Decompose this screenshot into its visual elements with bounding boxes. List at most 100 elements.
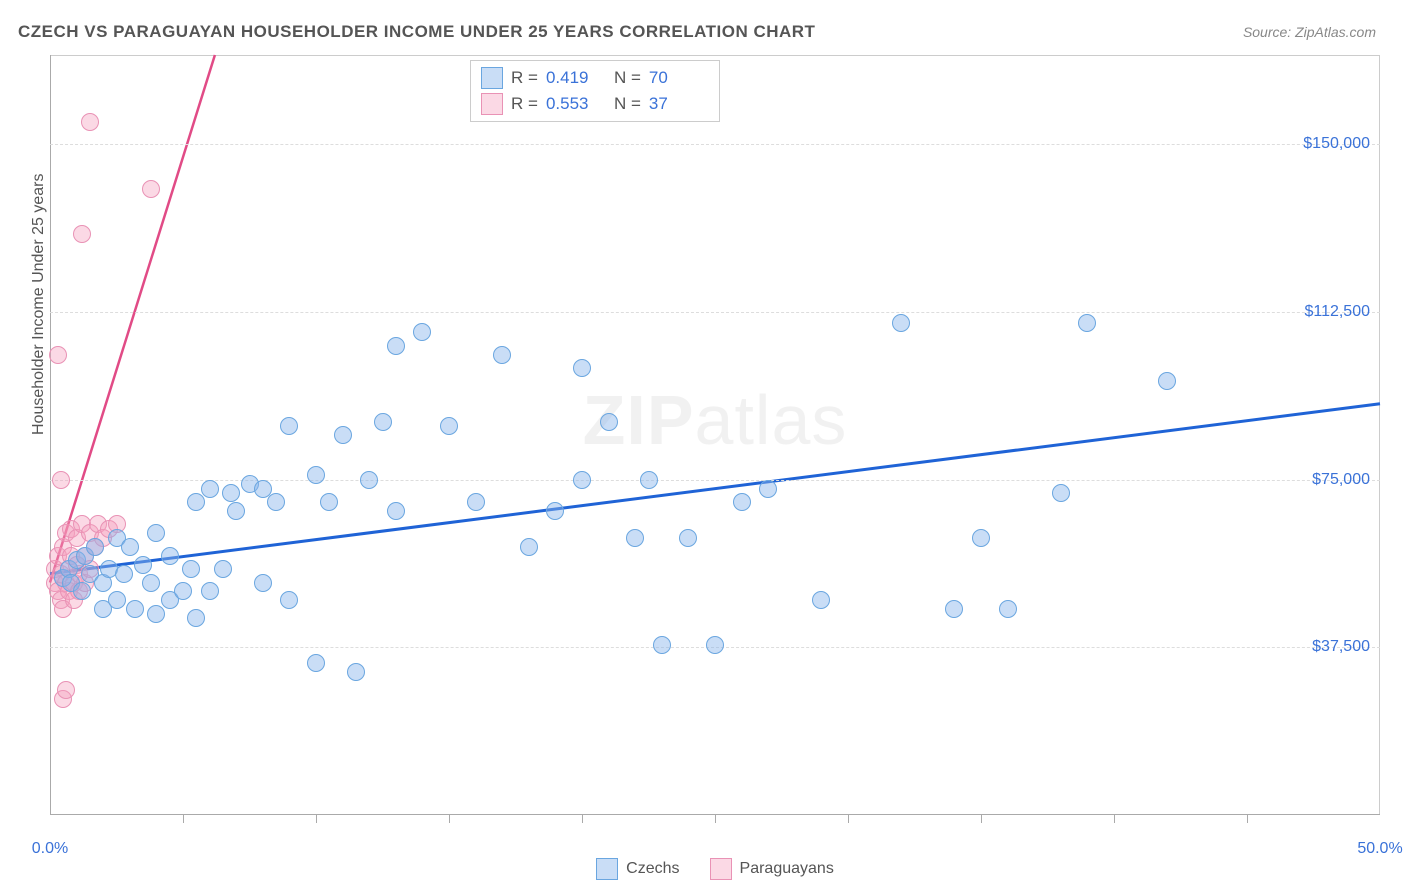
data-point-czech — [161, 547, 179, 565]
legend-label-paraguayans: Paraguayans — [740, 860, 834, 878]
xtick-mark — [582, 815, 583, 823]
data-point-paraguayan — [57, 681, 75, 699]
ytick-label: $150,000 — [1303, 135, 1370, 153]
data-point-czech — [267, 493, 285, 511]
watermark: ZIPatlas — [583, 380, 848, 460]
data-point-czech — [307, 466, 325, 484]
data-point-czech — [467, 493, 485, 511]
data-point-czech — [945, 600, 963, 618]
xtick-mark — [183, 815, 184, 823]
data-point-czech — [733, 493, 751, 511]
data-point-czech — [187, 493, 205, 511]
stat-row-paraguayans: R = 0.553 N = 37 — [481, 91, 709, 117]
swatch-pink-icon — [481, 93, 503, 115]
plot-area: ZIPatlas R = 0.419 N = 70 R = 0.553 N = … — [50, 55, 1380, 815]
data-point-czech — [73, 582, 91, 600]
data-point-czech — [280, 417, 298, 435]
xtick-mark — [981, 815, 982, 823]
data-point-czech — [520, 538, 538, 556]
xtick-mark — [1114, 815, 1115, 823]
swatch-pink-icon — [710, 858, 732, 880]
data-point-czech — [307, 654, 325, 672]
bottom-legend: Czechs Paraguayans — [50, 858, 1380, 880]
xtick-mark — [1247, 815, 1248, 823]
data-point-paraguayan — [49, 346, 67, 364]
data-point-czech — [1052, 484, 1070, 502]
swatch-blue-icon — [481, 67, 503, 89]
data-point-czech — [134, 556, 152, 574]
data-point-czech — [86, 538, 104, 556]
xtick-mark — [848, 815, 849, 823]
xtick-mark — [715, 815, 716, 823]
data-point-czech — [573, 359, 591, 377]
xtick-mark — [316, 815, 317, 823]
gridline-h — [50, 144, 1380, 145]
legend-item-czechs: Czechs — [596, 858, 679, 880]
data-point-paraguayan — [52, 471, 70, 489]
data-point-czech — [1158, 372, 1176, 390]
xtick-label: 0.0% — [32, 840, 68, 858]
data-point-czech — [182, 560, 200, 578]
data-point-czech — [334, 426, 352, 444]
data-point-czech — [600, 413, 618, 431]
data-point-czech — [374, 413, 392, 431]
data-point-czech — [320, 493, 338, 511]
data-point-czech — [201, 480, 219, 498]
data-point-czech — [679, 529, 697, 547]
data-point-czech — [706, 636, 724, 654]
y-axis-line — [50, 55, 51, 815]
data-point-czech — [174, 582, 192, 600]
data-point-czech — [214, 560, 232, 578]
data-point-czech — [121, 538, 139, 556]
chart-title: CZECH VS PARAGUAYAN HOUSEHOLDER INCOME U… — [18, 22, 815, 42]
data-point-czech — [254, 574, 272, 592]
data-point-czech — [126, 600, 144, 618]
stat-row-czechs: R = 0.419 N = 70 — [481, 65, 709, 91]
legend-label-czechs: Czechs — [626, 860, 679, 878]
legend-item-paraguayans: Paraguayans — [710, 858, 834, 880]
ytick-label: $112,500 — [1304, 303, 1370, 321]
ytick-label: $75,000 — [1312, 471, 1370, 489]
data-point-czech — [347, 663, 365, 681]
data-point-czech — [812, 591, 830, 609]
data-point-czech — [640, 471, 658, 489]
data-point-czech — [653, 636, 671, 654]
data-point-paraguayan — [142, 180, 160, 198]
trend-lines-layer — [50, 55, 1380, 815]
data-point-czech — [440, 417, 458, 435]
data-point-czech — [222, 484, 240, 502]
n-value-paraguayans: 37 — [649, 94, 709, 114]
data-point-paraguayan — [81, 113, 99, 131]
data-point-czech — [972, 529, 990, 547]
data-point-czech — [187, 609, 205, 627]
y-axis-label: Householder Income Under 25 years — [30, 174, 48, 435]
data-point-czech — [759, 480, 777, 498]
data-point-czech — [142, 574, 160, 592]
swatch-blue-icon — [596, 858, 618, 880]
data-point-czech — [573, 471, 591, 489]
data-point-czech — [147, 605, 165, 623]
r-value-czechs: 0.419 — [546, 68, 606, 88]
data-point-czech — [413, 323, 431, 341]
data-point-czech — [201, 582, 219, 600]
data-point-czech — [115, 565, 133, 583]
data-point-czech — [493, 346, 511, 364]
xtick-label: 50.0% — [1357, 840, 1402, 858]
ytick-label: $37,500 — [1312, 638, 1370, 656]
data-point-czech — [147, 524, 165, 542]
data-point-paraguayan — [73, 225, 91, 243]
data-point-czech — [387, 502, 405, 520]
r-value-paraguayans: 0.553 — [546, 94, 606, 114]
data-point-czech — [280, 591, 298, 609]
xtick-mark — [449, 815, 450, 823]
correlation-stats-box: R = 0.419 N = 70 R = 0.553 N = 37 — [470, 60, 720, 122]
data-point-czech — [999, 600, 1017, 618]
n-value-czechs: 70 — [649, 68, 709, 88]
data-point-czech — [626, 529, 644, 547]
source-attribution: Source: ZipAtlas.com — [1243, 24, 1376, 40]
data-point-czech — [387, 337, 405, 355]
data-point-czech — [546, 502, 564, 520]
data-point-czech — [227, 502, 245, 520]
data-point-czech — [108, 591, 126, 609]
gridline-h — [50, 312, 1380, 313]
